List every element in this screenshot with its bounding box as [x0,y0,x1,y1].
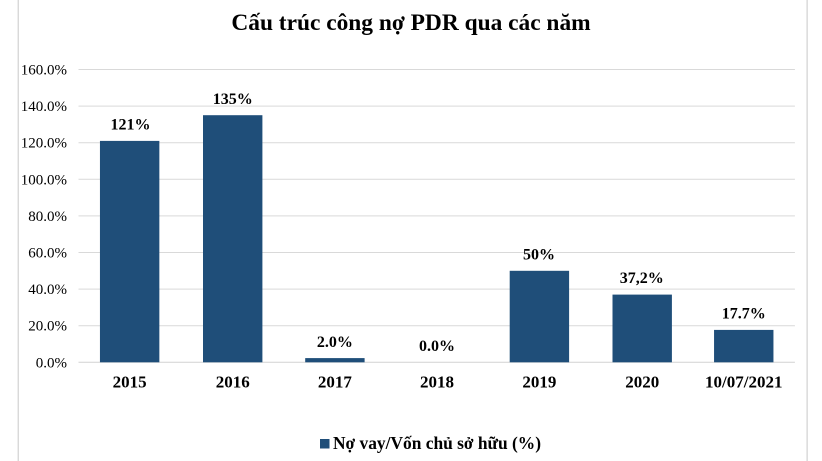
svg-text:140.0%: 140.0% [21,99,67,115]
svg-text:40.0%: 40.0% [28,282,67,298]
svg-text:121%: 121% [111,116,151,133]
svg-text:80.0%: 80.0% [28,209,67,225]
svg-text:2016: 2016 [216,373,250,392]
svg-text:17.7%: 17.7% [722,305,766,322]
svg-text:2017: 2017 [318,373,353,392]
svg-text:100.0%: 100.0% [21,172,67,188]
svg-text:10/07/2021: 10/07/2021 [705,373,782,392]
svg-text:135%: 135% [213,91,253,108]
svg-text:20.0%: 20.0% [28,319,67,335]
svg-text:2019: 2019 [522,373,556,392]
svg-text:2.0%: 2.0% [317,334,353,351]
svg-text:50%: 50% [523,246,555,263]
svg-text:2018: 2018 [420,373,454,392]
svg-text:Nợ vay/Vốn chủ sở hữu (%): Nợ vay/Vốn chủ sở hữu (%) [333,433,541,453]
svg-text:0.0%: 0.0% [419,338,455,355]
svg-text:120.0%: 120.0% [21,136,67,152]
svg-text:60.0%: 60.0% [28,246,67,262]
svg-text:2020: 2020 [625,373,659,392]
svg-text:Cấu trúc công nợ PDR qua các n: Cấu trúc công nợ PDR qua các năm [231,10,591,36]
svg-text:37,2%: 37,2% [620,270,664,287]
svg-text:160.0%: 160.0% [21,63,67,79]
svg-text:2015: 2015 [113,373,147,392]
svg-text:0.0%: 0.0% [36,355,67,371]
